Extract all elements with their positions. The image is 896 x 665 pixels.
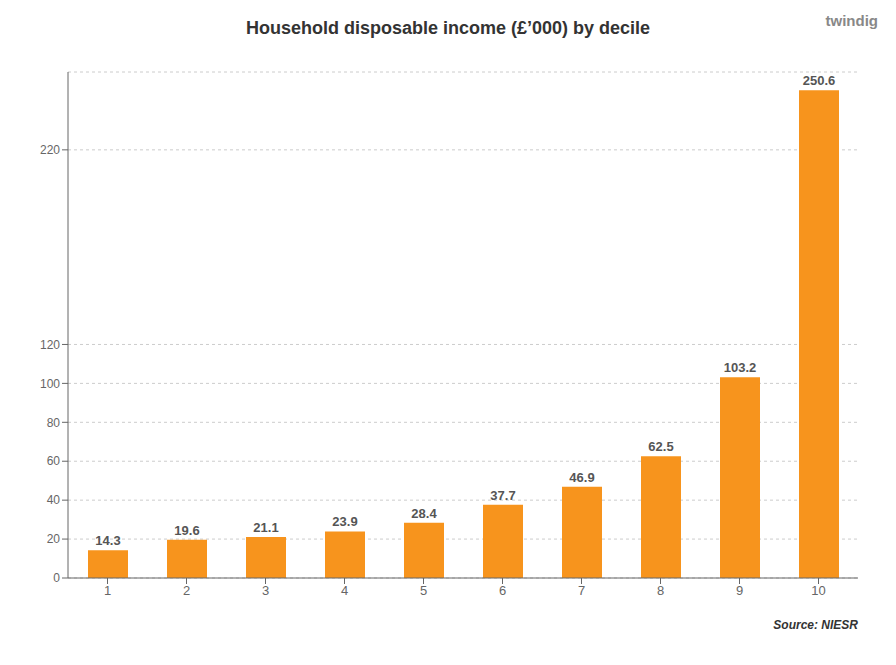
svg-text:46.9: 46.9 xyxy=(569,470,594,485)
svg-text:9: 9 xyxy=(736,583,743,598)
svg-text:28.4: 28.4 xyxy=(411,506,437,521)
svg-text:80: 80 xyxy=(47,416,61,430)
html-text:Household disposable income (£: Household disposable income (£’000) by d… xyxy=(245,17,651,38)
svg-text:20: 20 xyxy=(47,532,61,546)
svg-text:10: 10 xyxy=(811,583,825,598)
svg-text:21.1: 21.1 xyxy=(253,520,278,535)
svg-text:8: 8 xyxy=(657,583,664,598)
svg-text:220: 220 xyxy=(40,143,60,157)
svg-text:19.6: 19.6 xyxy=(174,523,199,538)
svg-text:14.3: 14.3 xyxy=(95,533,120,548)
svg-text:120: 120 xyxy=(40,338,60,352)
svg-text:5: 5 xyxy=(420,583,427,598)
html-text:Source: NIESR: Source: NIESR xyxy=(773,618,858,632)
svg-text:0: 0 xyxy=(53,571,60,585)
svg-text:1: 1 xyxy=(104,583,111,598)
svg-text:6: 6 xyxy=(499,583,506,598)
svg-text:62.5: 62.5 xyxy=(648,439,673,454)
svg-text:103.2: 103.2 xyxy=(724,360,757,375)
svg-text:7: 7 xyxy=(578,583,585,598)
svg-text:4: 4 xyxy=(341,583,348,598)
svg-text:23.9: 23.9 xyxy=(332,514,357,529)
svg-text:100: 100 xyxy=(40,377,60,391)
svg-text:2: 2 xyxy=(183,583,190,598)
svg-text:40: 40 xyxy=(47,493,61,507)
svg-text:60: 60 xyxy=(47,454,61,468)
svg-text:250.6: 250.6 xyxy=(803,73,836,88)
svg-text:37.7: 37.7 xyxy=(490,488,515,503)
html-text:twindig: twindig xyxy=(825,12,878,29)
svg-text:3: 3 xyxy=(262,583,269,598)
